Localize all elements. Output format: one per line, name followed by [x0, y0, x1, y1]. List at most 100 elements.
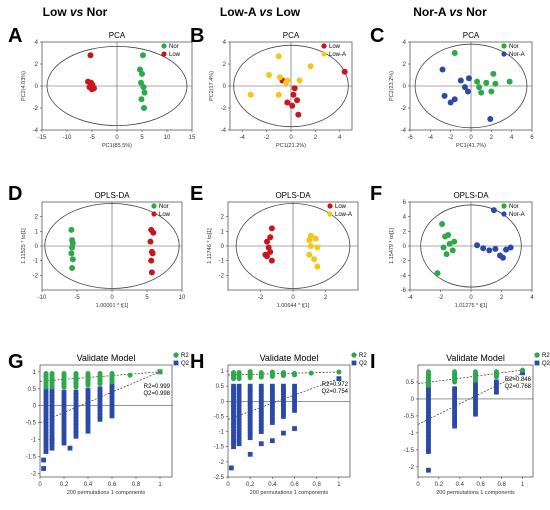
q2-point [61, 427, 67, 432]
x-tick-label: 4 [338, 135, 342, 141]
q2-point [269, 383, 275, 389]
x-tick-label: -10 [63, 135, 72, 141]
q2-point [426, 398, 431, 404]
panel-i: I Validate Model 0 0.2 0.4 0.6 0.8 1 -2 -1.5 -1 -0.… [370, 351, 550, 496]
q2-point [61, 406, 67, 412]
confidence-ellipse [46, 46, 188, 126]
r2-point [157, 369, 163, 375]
q2-point [473, 411, 478, 417]
q2-point [258, 423, 264, 428]
legend-label: Nor [169, 44, 179, 50]
q2-point [247, 401, 253, 407]
column-title-part: vs [449, 5, 463, 19]
q2-point [97, 386, 103, 392]
q2-point [109, 413, 115, 419]
q2-point [236, 411, 242, 416]
q2-point [85, 411, 91, 417]
q2-point [258, 441, 264, 447]
x-tick-label: 0 [289, 135, 293, 141]
q2-point [231, 441, 236, 447]
q2-point [247, 395, 253, 401]
q2-point [43, 421, 49, 427]
column-title-part: Nor [463, 5, 487, 19]
q2-point [269, 401, 275, 407]
r2-point [473, 369, 478, 375]
data-point-nor [140, 84, 147, 91]
x-tick-label: 0 [469, 135, 473, 141]
data-point-nor [69, 265, 76, 271]
legend-label: Q2 [542, 361, 550, 367]
column-title-part: Low-A [220, 5, 260, 19]
q2-point [494, 379, 499, 385]
x-tick-label: 2 [490, 135, 494, 141]
q2-point [292, 389, 297, 395]
data-point-low [289, 102, 296, 109]
x-tick-label: 0.4 [456, 482, 465, 488]
column-title: Nor-A vs Nor [413, 5, 487, 19]
data-point-low [148, 269, 155, 276]
q2-point [49, 394, 55, 400]
x-tick-label: 10 [179, 295, 186, 301]
q2-point [43, 394, 49, 400]
confidence-ellipse [414, 43, 528, 129]
q2-point [43, 428, 49, 434]
r2-point [452, 369, 458, 375]
y-tick-label: 2 [221, 215, 225, 221]
x-tick-label: -2 [264, 135, 270, 141]
data-point-nor [474, 78, 481, 85]
q2-point [236, 386, 242, 392]
q2-point [452, 386, 457, 392]
y-tick-label: 0 [33, 404, 37, 410]
q2-point [426, 418, 431, 424]
y-tick-label: 0 [221, 244, 225, 250]
q2-point [231, 432, 236, 438]
q2-point [236, 429, 242, 434]
q2-point [292, 398, 297, 404]
x-tick-label: 0 [110, 295, 114, 301]
q2-point [231, 438, 236, 444]
x-tick-label: 4 [510, 135, 514, 141]
data-point-nor [69, 256, 76, 263]
r2-point [425, 369, 431, 375]
data-point-low [150, 229, 157, 236]
q2-point [97, 410, 103, 415]
q2-point [97, 393, 103, 398]
q2-point [43, 401, 49, 407]
x-axis-label: 1.00644 * t[1] [277, 303, 310, 309]
plot-title: Validate Model [446, 353, 505, 363]
legend-label: Low [329, 44, 341, 50]
q2-point [520, 370, 525, 376]
data-point-nor [483, 79, 490, 86]
y-tick-label: -1 [219, 430, 225, 436]
q2-point [231, 417, 236, 422]
r2-point [336, 369, 342, 375]
q2-point [236, 432, 242, 438]
legend-label: Nor-A [509, 52, 525, 58]
q2-point [247, 426, 253, 431]
legend-label: Low-A [335, 212, 352, 218]
legend-marker [327, 211, 333, 217]
q2-point [452, 389, 457, 395]
r2-point [236, 370, 242, 376]
y-tick-label: -1 [219, 259, 225, 265]
legend-marker [501, 203, 507, 209]
q2-point [236, 441, 242, 447]
q2-point [85, 388, 91, 393]
data-point-low [267, 234, 274, 241]
q2-point [85, 401, 91, 407]
q2-point [473, 398, 478, 404]
legend-marker [173, 360, 179, 366]
data-point-nor-a [487, 116, 494, 122]
q2-point [49, 445, 55, 451]
q2-point [258, 426, 264, 431]
q2-point [61, 416, 67, 422]
y-tick-label: -1 [33, 259, 39, 265]
data-point-low [264, 238, 270, 245]
data-point-nor-a [441, 92, 448, 99]
y-tick-label: 0 [403, 244, 407, 250]
q2-point [452, 403, 457, 409]
data-point-nor [506, 78, 513, 85]
q2-point [49, 411, 55, 417]
legend-label: R2 [181, 353, 189, 359]
r2-annotation: R2=0.999 [144, 384, 171, 390]
